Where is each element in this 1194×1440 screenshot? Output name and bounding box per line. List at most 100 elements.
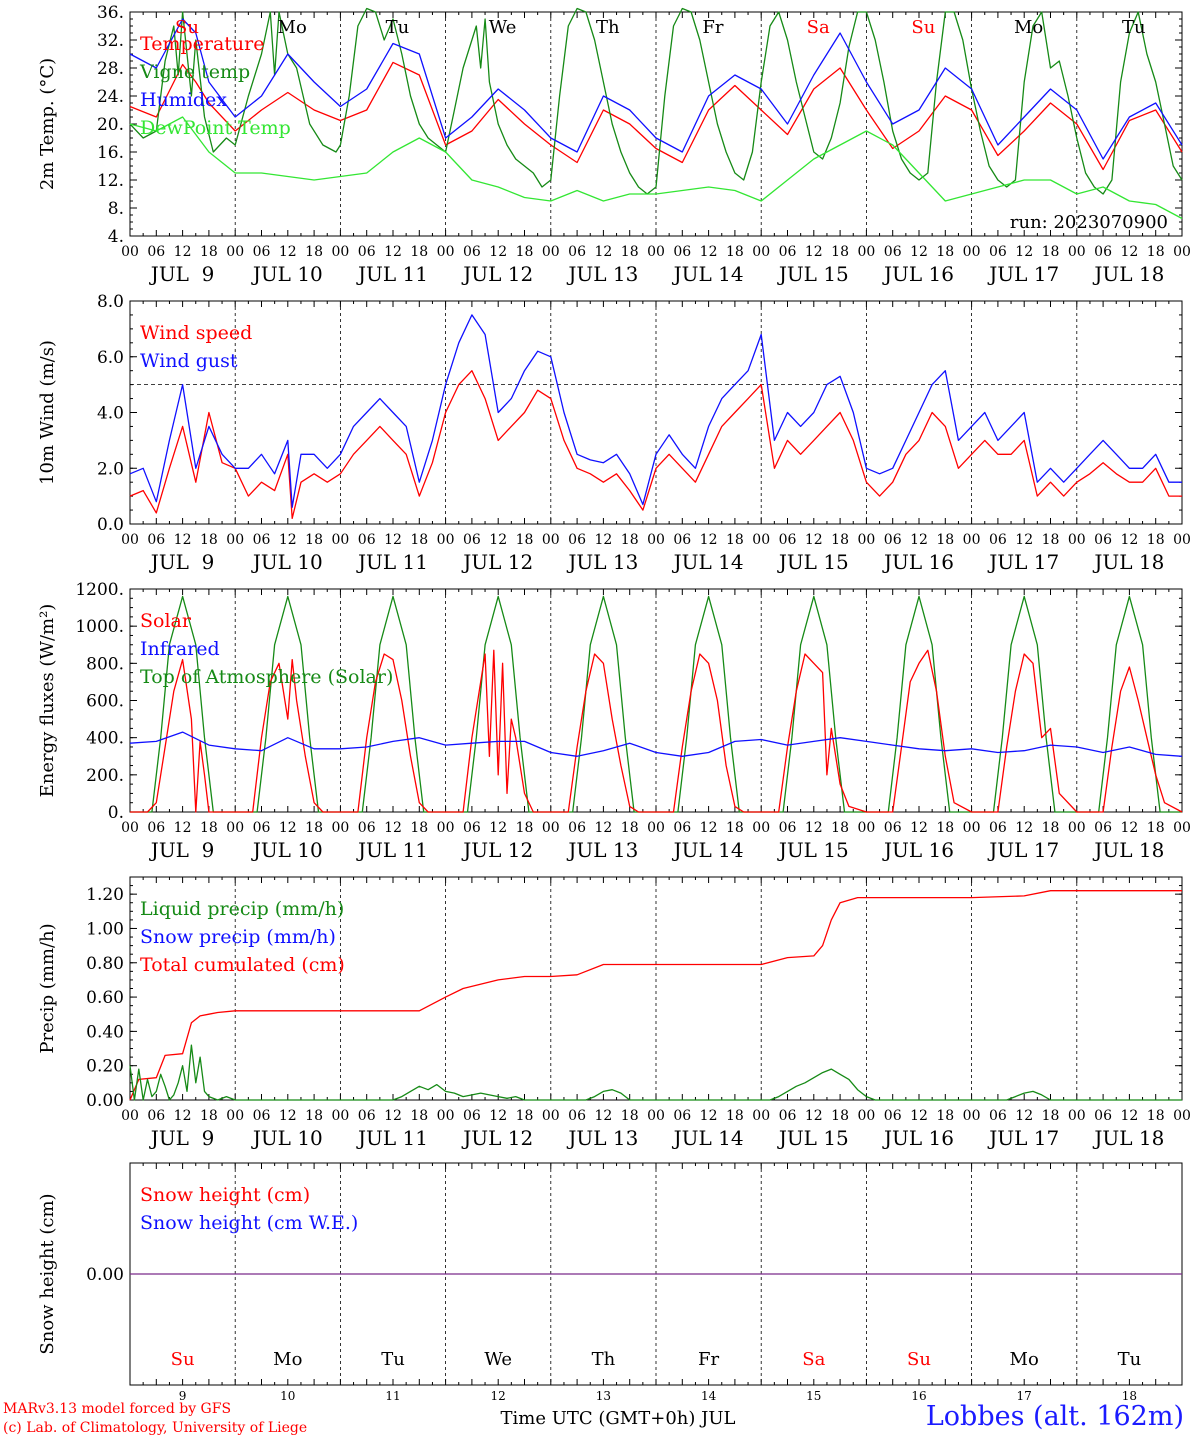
date-label: JUL 16 (882, 1126, 954, 1150)
x-tick-label: 12 (384, 1108, 402, 1124)
x-tick-label: 18 (410, 532, 428, 548)
x-tick-label: 12 (910, 1108, 928, 1124)
x-tick-label: 18 (305, 820, 323, 836)
date-label: JUL 18 (1092, 1126, 1164, 1150)
x-tick-label: 18 (726, 244, 744, 260)
date-label: JUL 9 (149, 262, 215, 286)
x-tick-label: 00 (121, 244, 139, 260)
x-tick-label: 12 (1120, 1108, 1138, 1124)
date-label: JUL 11 (356, 838, 428, 862)
x-tick-label: 06 (989, 1108, 1007, 1124)
x-tick-label: 06 (358, 1108, 376, 1124)
x-tick-label: 12 (805, 1108, 823, 1124)
date-label: JUL 17 (987, 838, 1059, 862)
x-tick-label: 06 (463, 244, 481, 260)
x-tick-label: 12 (384, 532, 402, 548)
x-tick-label: 18 (1042, 820, 1060, 836)
date-label: JUL 11 (356, 550, 428, 574)
x-tick-label: 06 (568, 532, 586, 548)
y-tick-label: 16. (97, 143, 124, 163)
legend-entry: Vigne temp (139, 61, 250, 83)
legend-entry: Total cumulated (cm) (140, 954, 345, 976)
date-label: JUL 13 (566, 838, 638, 862)
x-tick-label: 06 (358, 244, 376, 260)
x-tick-label: 00 (437, 1108, 455, 1124)
x-tick-label: 06 (147, 244, 165, 260)
x-tick-label: 18 (831, 820, 849, 836)
legend-entry: Wind gust (140, 350, 238, 372)
station-name: Lobbes (alt. 162m) (925, 1401, 1184, 1432)
x-tick-label: 12 (279, 1108, 297, 1124)
x-tick-label: 12 (700, 1108, 718, 1124)
series-line-wind-gust (129, 314, 1182, 508)
day-number-label: 18 (1122, 1389, 1137, 1403)
x-tick-label: 00 (542, 244, 560, 260)
x-tick-label: 06 (463, 532, 481, 548)
x-tick-label: 00 (752, 1108, 770, 1124)
model-credit-line: MARv3.13 model forced by GFS (3, 1401, 232, 1417)
x-tick-label: 06 (253, 532, 271, 548)
x-tick-label: 12 (489, 244, 507, 260)
date-label: JUL 11 (356, 1126, 428, 1150)
date-label: JUL 15 (777, 550, 849, 574)
date-label: JUL 17 (987, 1126, 1059, 1150)
x-tick-label: 00 (226, 244, 244, 260)
x-tick-label: 12 (1015, 244, 1033, 260)
day-number-label: 11 (385, 1389, 400, 1403)
x-tick-label: 00 (121, 820, 139, 836)
y-tick-label: 600. (86, 692, 124, 712)
legend-entry: Top of Atmosphere (Solar) (140, 666, 393, 688)
legend-entry: Liquid precip (mm/h) (140, 898, 344, 920)
x-tick-label: 18 (1147, 1108, 1165, 1124)
x-tick-label: 00 (857, 820, 875, 836)
legend-entry: Snow height (cm) (140, 1184, 310, 1206)
y-tick-label: 800. (86, 654, 124, 674)
y-axis-title: Precip (mm/h) (37, 923, 58, 1053)
x-tick-label: 18 (410, 1108, 428, 1124)
x-tick-label: 18 (1147, 244, 1165, 260)
weekday-label: We (489, 17, 517, 38)
x-tick-label: 00 (963, 244, 981, 260)
x-tick-label: 06 (779, 820, 797, 836)
legend-entry: Solar (140, 610, 192, 632)
weekday-label: Th (596, 17, 620, 38)
x-tick-label: 06 (779, 1108, 797, 1124)
x-tick-label: 06 (147, 1108, 165, 1124)
x-tick-label: 12 (174, 244, 192, 260)
date-label: JUL 15 (777, 262, 849, 286)
x-tick-label: 18 (831, 532, 849, 548)
x-tick-label: 00 (331, 1108, 349, 1124)
weekday-label: Mo (1010, 1349, 1039, 1370)
x-tick-label: 00 (1068, 1108, 1086, 1124)
chart-panel-3: 0. 200. 400. 600. 800. 1000. 1200. Energy fluxe… (37, 580, 1191, 862)
series-line-infrared (129, 731, 1183, 757)
date-label: JUL 18 (1092, 838, 1164, 862)
x-tick-label: 06 (358, 820, 376, 836)
legend-entry: Wind speed (140, 322, 252, 344)
y-tick-label: 400. (86, 729, 124, 749)
x-tick-label: 12 (594, 244, 612, 260)
y-tick-label: 0.00 (86, 1265, 124, 1285)
x-tick-label: 18 (831, 1108, 849, 1124)
y-tick-label: 6.0 (97, 348, 124, 368)
x-tick-label: 00 (963, 1108, 981, 1124)
date-label: JUL 10 (251, 838, 323, 862)
x-tick-label: 18 (1147, 532, 1165, 548)
x-tick-label: 00 (121, 1108, 139, 1124)
y-tick-label: 28. (97, 59, 124, 79)
x-tick-label: 00 (647, 244, 665, 260)
x-tick-label: 00 (1068, 820, 1086, 836)
y-tick-label: 36. (97, 3, 124, 23)
y-tick-label: 0.60 (86, 988, 124, 1008)
x-tick-label: 18 (621, 820, 639, 836)
x-tick-label: 12 (384, 244, 402, 260)
x-tick-label: 06 (673, 532, 691, 548)
x-tick-label: 12 (594, 1108, 612, 1124)
y-tick-label: 20. (97, 115, 124, 135)
x-tick-label: 18 (726, 1108, 744, 1124)
x-tick-label: 06 (1094, 820, 1112, 836)
legend-entry: Infrared (140, 638, 220, 660)
day-number-label: 17 (1017, 1389, 1032, 1403)
x-tick-label: 12 (805, 820, 823, 836)
x-tick-label: 12 (279, 244, 297, 260)
